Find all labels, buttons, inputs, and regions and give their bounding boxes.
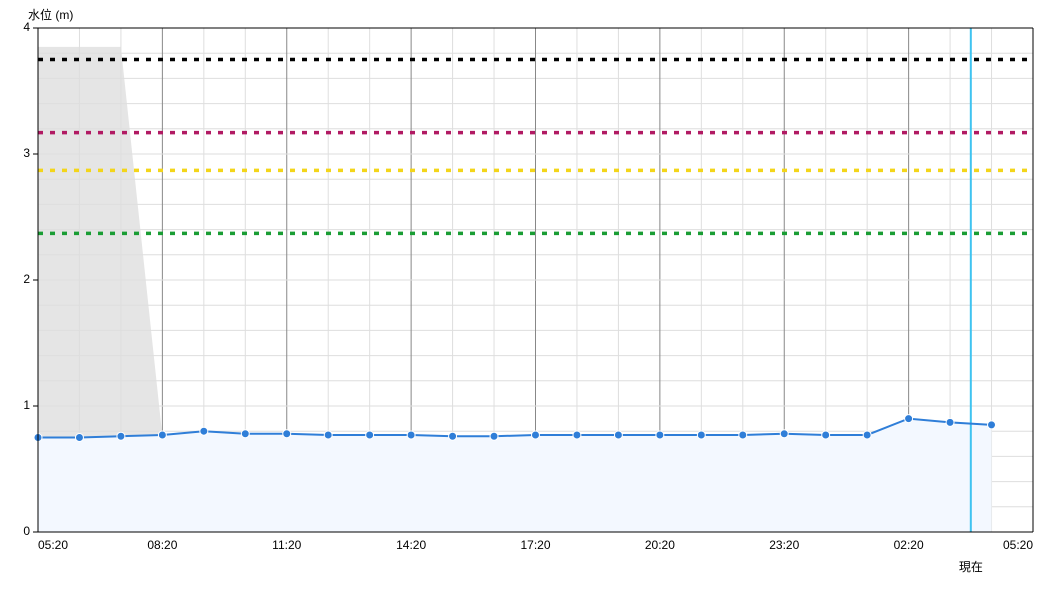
y-tick-label: 1 [0, 398, 30, 412]
y-tick-label: 4 [0, 20, 30, 34]
chart-svg [0, 0, 1050, 600]
water-level-chart: 水位 (m) 0 1 2 3 4 05:20 08:20 11:20 14:20 17:20 20:… [0, 0, 1050, 600]
x-tick-label: 23:20 [769, 538, 799, 552]
y-tick-label: 2 [0, 272, 30, 286]
x-tick-label: 17:20 [520, 538, 550, 552]
x-tick-label: 20:20 [645, 538, 675, 552]
y-tick-label: 3 [0, 146, 30, 160]
x-tick-label: 11:20 [272, 538, 301, 552]
x-tick-label: 14:20 [396, 538, 426, 552]
x-tick-label: 02:20 [894, 538, 924, 552]
y-axis-title: 水位 (m) [28, 6, 73, 23]
x-tick-label: 08:20 [147, 538, 177, 552]
x-tick-label: 05:20 [1003, 538, 1033, 552]
y-tick-label: 0 [0, 524, 30, 538]
x-tick-label: 05:20 [38, 538, 68, 552]
current-time-label: 現在 [959, 558, 983, 575]
